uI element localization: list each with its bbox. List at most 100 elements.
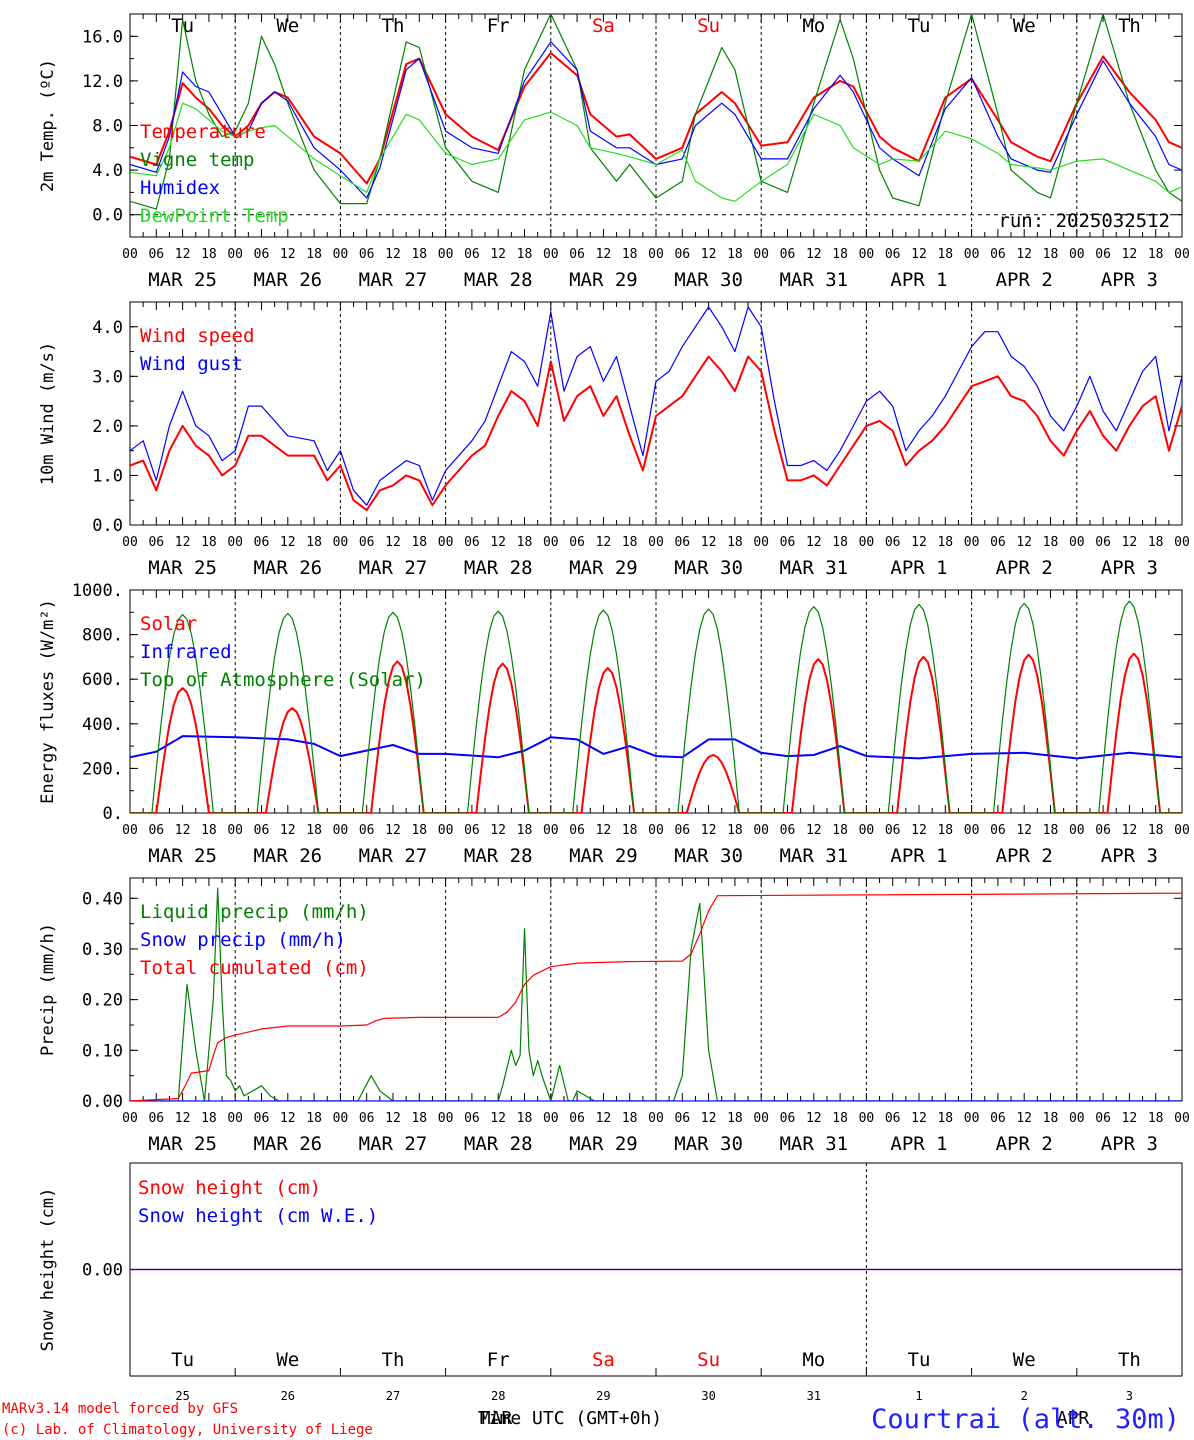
- y-tick-label: 0.00: [82, 1092, 123, 1112]
- date-label: MAR 29: [569, 1133, 638, 1155]
- legend-entry: Snow precip (mm/h): [140, 929, 346, 951]
- day-number-label: 28: [491, 1389, 505, 1403]
- day-of-week-label: Fr: [487, 1349, 510, 1371]
- hour-tick-label: 06: [359, 247, 375, 262]
- y-tick-label: 0.10: [82, 1041, 123, 1061]
- hour-tick-label: 06: [674, 535, 690, 550]
- y-tick-label: 1000.: [72, 581, 123, 601]
- hour-tick-label: 06: [464, 1111, 480, 1126]
- day-of-week-label: Fr: [487, 15, 510, 37]
- hour-tick-label: 06: [1095, 823, 1111, 838]
- hour-tick-label: 00: [122, 247, 138, 262]
- hour-tick-label: 12: [806, 535, 822, 550]
- day-number-label: 25: [175, 1389, 189, 1403]
- hour-tick-label: 00: [964, 1111, 980, 1126]
- hour-tick-label: 12: [1016, 247, 1032, 262]
- hour-tick-label: 18: [727, 247, 743, 262]
- series-line-temp-1: [130, 14, 1182, 210]
- hour-tick-label: 06: [569, 823, 585, 838]
- hour-tick-label: 12: [175, 823, 191, 838]
- day-of-week-label: Tu: [171, 15, 194, 37]
- hour-tick-label: 00: [859, 247, 875, 262]
- hour-tick-label: 18: [1043, 1111, 1059, 1126]
- date-label: MAR 29: [569, 845, 638, 867]
- hour-tick-label: 06: [780, 535, 796, 550]
- legend-entry: Temperature: [140, 121, 266, 143]
- day-of-week-label: Th: [382, 15, 405, 37]
- hour-tick-label: 00: [438, 535, 454, 550]
- bottom-month-apr: APR: [1057, 1408, 1090, 1429]
- hour-tick-label: 06: [1095, 535, 1111, 550]
- hour-tick-label: 12: [280, 823, 296, 838]
- hour-tick-label: 12: [175, 535, 191, 550]
- hour-tick-label: 12: [175, 1111, 191, 1126]
- series-line-temp-2: [130, 41, 1182, 199]
- hour-tick-label: 00: [648, 823, 664, 838]
- hour-tick-label: 18: [727, 535, 743, 550]
- date-label: MAR 31: [779, 1133, 848, 1155]
- day-number-label: 3: [1126, 1389, 1133, 1403]
- panel-temp: 0.0 4.0 8.0 12.0 16.0 2m Temp. (ºC) 00 06 12 18 MA…: [38, 13, 1190, 291]
- series-line-precip-0: [130, 887, 1182, 1101]
- hour-tick-label: 06: [780, 247, 796, 262]
- y-axis-label: Energy fluxes (W/m²): [38, 599, 58, 804]
- hour-tick-label: 00: [333, 1111, 349, 1126]
- hour-tick-label: 12: [175, 247, 191, 262]
- hour-tick-label: 00: [859, 1111, 875, 1126]
- date-label: APR 1: [890, 845, 947, 867]
- hour-tick-label: 12: [806, 823, 822, 838]
- date-label: MAR 31: [779, 269, 848, 291]
- hour-tick-label: 18: [832, 1111, 848, 1126]
- hour-tick-label: 12: [490, 1111, 506, 1126]
- hour-tick-label: 12: [701, 1111, 717, 1126]
- hour-tick-label: 18: [517, 535, 533, 550]
- hour-tick-label: 06: [254, 823, 270, 838]
- date-label: APR 3: [1101, 1133, 1158, 1155]
- y-tick-label: 400.: [82, 715, 123, 735]
- day-of-week-label: Su: [697, 1349, 720, 1371]
- hour-tick-label: 06: [148, 823, 164, 838]
- hour-tick-label: 12: [911, 535, 927, 550]
- date-label: APR 2: [996, 269, 1053, 291]
- legend-entry: Vigne temp: [140, 149, 254, 171]
- date-label: MAR 28: [464, 845, 533, 867]
- hour-tick-label: 00: [964, 535, 980, 550]
- date-label: APR 2: [996, 845, 1053, 867]
- day-of-week-label: Tu: [908, 1349, 931, 1371]
- panel-precip: 0.00 0.10 0.20 0.30 0.40 Precip (mm/h) 00 06 12 1…: [38, 877, 1190, 1155]
- y-tick-label: 0.30: [82, 940, 123, 960]
- day-of-week-label: We: [1013, 15, 1036, 37]
- y-tick-label: 0.0: [92, 516, 123, 536]
- hour-tick-label: 00: [333, 823, 349, 838]
- hour-tick-label: 18: [832, 535, 848, 550]
- hour-tick-label: 18: [411, 535, 427, 550]
- hour-tick-label: 00: [122, 535, 138, 550]
- y-tick-label: 16.0: [82, 27, 123, 47]
- hour-tick-label: 12: [911, 247, 927, 262]
- hour-tick-label: 00: [1174, 247, 1190, 262]
- date-label: MAR 27: [359, 557, 428, 579]
- date-label: APR 1: [890, 1133, 947, 1155]
- date-label: MAR 31: [779, 557, 848, 579]
- station-label: Courtrai (alt. 30m): [871, 1404, 1180, 1435]
- hour-tick-label: 18: [201, 823, 217, 838]
- hour-tick-label: 06: [990, 823, 1006, 838]
- date-label: MAR 25: [148, 269, 217, 291]
- time-axis-title: Time UTC (GMT+0h): [478, 1408, 662, 1429]
- series-line-precip-2: [130, 892, 1182, 1101]
- credit-line-1: MARv3.14 model forced by GFS: [2, 1401, 238, 1417]
- y-tick-label: 4.0: [92, 161, 123, 181]
- panel-wind: 0.0 1.0 2.0 3.0 4.0 10m Wind (m/s) 00 06 12 18 MAR…: [38, 301, 1190, 579]
- y-tick-label: 8.0: [92, 117, 123, 137]
- day-number-label: 26: [281, 1389, 295, 1403]
- hour-tick-label: 12: [280, 535, 296, 550]
- hour-tick-label: 12: [701, 247, 717, 262]
- hour-tick-label: 00: [753, 1111, 769, 1126]
- hour-tick-label: 00: [438, 1111, 454, 1126]
- credit-line-2: (c) Lab. of Climatology, University of L…: [2, 1422, 373, 1438]
- hour-tick-label: 06: [148, 247, 164, 262]
- series-line-temp-3: [130, 102, 1182, 202]
- date-label: MAR 27: [359, 1133, 428, 1155]
- plot-area: [130, 887, 1182, 1101]
- plot-frame: [129, 301, 1183, 526]
